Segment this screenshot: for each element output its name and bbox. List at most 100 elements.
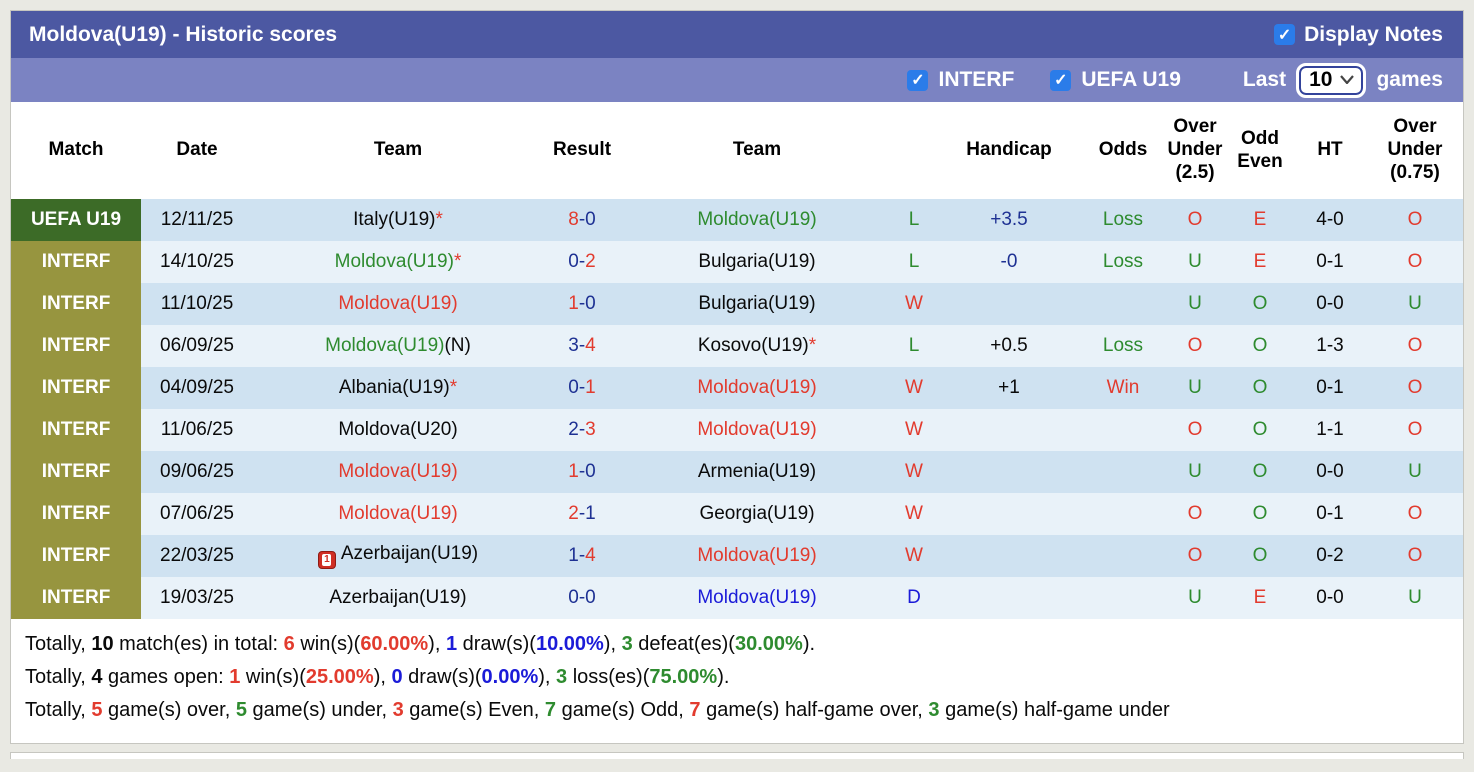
- cell-ht: 0-1: [1316, 251, 1344, 272]
- uefa-u19-checkbox[interactable]: ✓: [1050, 69, 1072, 91]
- cell-odd-even: O: [1252, 461, 1268, 482]
- cell-away-team: Bulgaria(U19): [698, 293, 816, 314]
- cell-over-under-2-5: O: [1187, 503, 1203, 524]
- page-title: Moldova(U19) - Historic scores: [29, 22, 338, 46]
- cell-result: 8-0: [568, 209, 596, 230]
- cell-away-team: Kosovo(U19)*: [697, 335, 817, 356]
- cell-odd-even: O: [1252, 503, 1268, 524]
- cell-over-under-0-75: O: [1407, 335, 1423, 356]
- cell-odds: [1083, 535, 1163, 577]
- cell-away-team: Moldova(U19): [697, 377, 817, 398]
- display-notes-checkbox[interactable]: ✓: [1274, 24, 1296, 45]
- cell-result: 1-4: [568, 545, 596, 566]
- column-header-7: Odds: [1083, 102, 1163, 199]
- cell-odds: Loss: [1102, 335, 1144, 356]
- cell-away-team: Moldova(U19): [697, 545, 817, 566]
- cell-handicap: -0: [1000, 251, 1018, 272]
- match-type-badge: INTERF: [11, 577, 141, 619]
- cell-over-under-2-5: U: [1188, 293, 1202, 314]
- cell-outcome-letter: W: [905, 377, 923, 398]
- column-header-4: Team: [621, 102, 893, 199]
- cell-away-team: Moldova(U19): [697, 209, 817, 230]
- cell-handicap: [935, 409, 1083, 451]
- summary-section: Totally, 10 match(es) in total: 6 win(s)…: [11, 619, 1463, 743]
- cell-away-team: Armenia(U19): [697, 461, 817, 482]
- match-type-badge: INTERF: [11, 325, 141, 367]
- cell-over-under-2-5: O: [1187, 209, 1203, 230]
- last-games-select[interactable]: 10: [1296, 62, 1367, 98]
- cell-date: 12/11/25: [160, 209, 234, 230]
- cell-date: 22/03/25: [160, 545, 234, 566]
- cell-result: 1-0: [568, 461, 596, 482]
- table-body: UEFA U19 12/11/25 Italy(U19)* 8-0 Moldova(U1…: [11, 199, 1463, 619]
- cell-ht: 0-1: [1316, 377, 1344, 398]
- cell-date: 04/09/25: [160, 377, 234, 398]
- cell-odds: [1083, 577, 1163, 619]
- last-games-select-value: 10: [1309, 67, 1333, 91]
- cell-ht: 1-1: [1316, 419, 1344, 440]
- cell-odd-even: O: [1252, 293, 1268, 314]
- cell-outcome-letter: W: [905, 503, 923, 524]
- table-row: UEFA U19 12/11/25 Italy(U19)* 8-0 Moldova(U1…: [11, 199, 1463, 241]
- cell-outcome-letter: W: [905, 419, 923, 440]
- cell-handicap: [935, 451, 1083, 493]
- cell-odd-even: E: [1253, 209, 1267, 230]
- cell-home-team: Albania(U19)*: [338, 377, 458, 398]
- cell-handicap: [935, 535, 1083, 577]
- cell-outcome-letter: D: [907, 587, 921, 608]
- column-header-6: Handicap: [935, 102, 1083, 199]
- cell-odd-even: O: [1252, 335, 1268, 356]
- cell-over-under-2-5: U: [1188, 377, 1202, 398]
- cell-odds: [1083, 451, 1163, 493]
- cell-over-under-0-75: O: [1407, 209, 1423, 230]
- cell-handicap: +0.5: [990, 335, 1028, 356]
- column-header-10: HT: [1293, 102, 1367, 199]
- cell-handicap: +3.5: [990, 209, 1028, 230]
- cell-home-team: Moldova(U19): [338, 293, 458, 314]
- cell-odds: Win: [1106, 377, 1140, 398]
- column-header-8: Over Under (2.5): [1163, 102, 1227, 199]
- chevron-down-icon: [1340, 75, 1355, 84]
- match-type-badge: INTERF: [11, 241, 141, 283]
- cell-over-under-2-5: U: [1188, 251, 1202, 272]
- cell-odds: Loss: [1102, 251, 1144, 272]
- table-header-row: Match Date Team Result Team Handicap Odds Over …: [11, 102, 1463, 199]
- cell-odd-even: O: [1252, 419, 1268, 440]
- cell-ht: 4-0: [1316, 209, 1344, 230]
- column-header-5: [893, 102, 935, 199]
- cell-result: 2-3: [568, 419, 596, 440]
- cell-date: 07/06/25: [160, 503, 234, 524]
- match-type-badge: INTERF: [11, 535, 141, 577]
- cell-outcome-letter: W: [905, 461, 923, 482]
- historic-scores-table: Match Date Team Result Team Handicap Odds Over …: [11, 102, 1463, 619]
- column-header-3: Result: [543, 102, 621, 199]
- cell-handicap: [935, 493, 1083, 535]
- interf-checkbox[interactable]: ✓: [907, 69, 929, 91]
- column-header-11: Over Under (0.75): [1367, 102, 1463, 199]
- table-header: Match Date Team Result Team Handicap Odds Over …: [11, 102, 1463, 199]
- cell-result: 3-4: [568, 335, 596, 356]
- uefa-u19-label: UEFA U19: [1081, 68, 1181, 91]
- cell-odds: [1083, 493, 1163, 535]
- cell-over-under-0-75: O: [1407, 545, 1423, 566]
- table-row: INTERF 22/03/25 1 Azerbaijan(U19) 1-4 Moldova…: [11, 535, 1463, 577]
- last-label: Last: [1242, 68, 1287, 91]
- cell-over-under-2-5: U: [1188, 587, 1202, 608]
- table-row: INTERF 06/09/25 Moldova(U19)(N) 3-4 Kosovo(U…: [11, 325, 1463, 367]
- cell-away-team: Moldova(U19): [697, 419, 817, 440]
- cell-home-team: Moldova(U19)*: [334, 251, 462, 272]
- next-panel-edge: [10, 752, 1464, 759]
- cell-odds: [1083, 283, 1163, 325]
- cell-home-team: Italy(U19)*: [353, 209, 443, 230]
- match-type-badge: INTERF: [11, 493, 141, 535]
- table-row: INTERF 19/03/25 Azerbaijan(U19) 0-0 Moldova(…: [11, 577, 1463, 619]
- column-header-1: Date: [141, 102, 253, 199]
- cell-over-under-2-5: O: [1187, 419, 1203, 440]
- table-row: INTERF 14/10/25 Moldova(U19)* 0-2 Bulgaria(U…: [11, 241, 1463, 283]
- cell-outcome-letter: W: [905, 293, 923, 314]
- cell-outcome-letter: L: [908, 251, 920, 272]
- cell-odd-even: O: [1252, 545, 1268, 566]
- match-type-badge: INTERF: [11, 367, 141, 409]
- cell-handicap: [935, 283, 1083, 325]
- cell-date: 11/06/25: [160, 419, 234, 440]
